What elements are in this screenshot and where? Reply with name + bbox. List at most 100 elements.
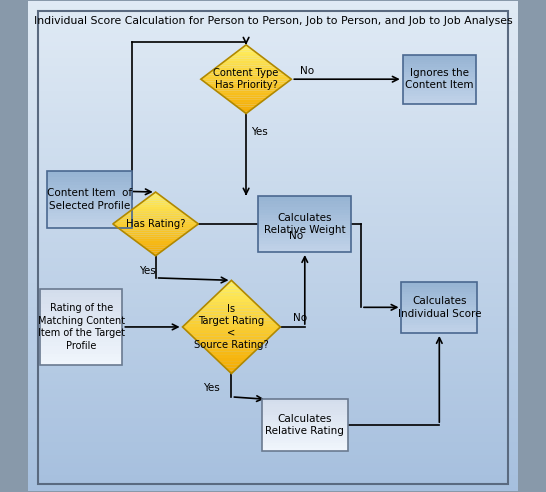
Polygon shape xyxy=(225,283,238,286)
Bar xyxy=(401,297,477,300)
Bar xyxy=(258,249,351,252)
Bar xyxy=(258,218,351,221)
Bar xyxy=(262,402,348,404)
Bar xyxy=(40,323,122,327)
Polygon shape xyxy=(243,111,249,114)
Bar xyxy=(28,455,518,459)
Bar xyxy=(401,331,477,333)
Bar xyxy=(28,144,518,148)
Bar xyxy=(28,136,518,140)
Bar xyxy=(40,319,122,323)
Text: Is
Target Rating
<
Source Rating?: Is Target Rating < Source Rating? xyxy=(194,304,269,350)
Bar xyxy=(28,115,518,119)
Bar xyxy=(28,181,518,184)
Bar xyxy=(28,262,518,267)
Polygon shape xyxy=(210,86,282,89)
Bar xyxy=(402,57,476,60)
Bar xyxy=(28,221,518,225)
Bar xyxy=(28,483,518,487)
Bar xyxy=(28,33,518,37)
Bar xyxy=(28,422,518,426)
Bar xyxy=(28,315,518,320)
Polygon shape xyxy=(144,198,167,201)
Bar xyxy=(28,78,518,83)
Polygon shape xyxy=(207,84,286,86)
Bar xyxy=(401,294,477,297)
Bar xyxy=(28,13,518,17)
Polygon shape xyxy=(237,107,255,109)
Polygon shape xyxy=(124,232,187,235)
Bar xyxy=(28,242,518,246)
Bar xyxy=(28,21,518,25)
Bar xyxy=(28,459,518,462)
Polygon shape xyxy=(202,345,261,349)
Polygon shape xyxy=(182,324,280,327)
Bar xyxy=(40,289,122,365)
Bar xyxy=(258,199,351,201)
Bar xyxy=(258,232,351,235)
Polygon shape xyxy=(228,280,235,283)
Bar xyxy=(28,193,518,197)
Polygon shape xyxy=(150,194,161,196)
Bar xyxy=(28,50,518,54)
Bar xyxy=(28,369,518,373)
Bar xyxy=(28,205,518,209)
Bar xyxy=(262,448,348,451)
Bar xyxy=(47,205,132,208)
Bar xyxy=(401,292,477,294)
Bar xyxy=(28,479,518,483)
Polygon shape xyxy=(218,290,245,293)
Bar xyxy=(28,91,518,95)
Bar xyxy=(258,210,351,213)
Polygon shape xyxy=(118,228,193,230)
Bar xyxy=(47,180,132,183)
Bar xyxy=(28,291,518,295)
Polygon shape xyxy=(213,68,279,70)
Polygon shape xyxy=(222,364,241,368)
Polygon shape xyxy=(216,91,276,93)
Bar xyxy=(28,37,518,42)
Polygon shape xyxy=(199,342,264,345)
Bar xyxy=(258,241,351,244)
Bar xyxy=(28,328,518,332)
Bar xyxy=(28,42,518,46)
Bar xyxy=(262,435,348,438)
Bar xyxy=(28,148,518,152)
Bar xyxy=(28,467,518,471)
Polygon shape xyxy=(228,370,235,373)
Bar xyxy=(258,221,351,224)
Bar xyxy=(28,66,518,70)
Bar xyxy=(28,385,518,389)
Bar xyxy=(28,25,518,30)
Bar xyxy=(47,171,132,228)
Bar xyxy=(28,123,518,127)
Bar xyxy=(40,297,122,300)
Polygon shape xyxy=(225,368,238,370)
Polygon shape xyxy=(133,207,179,209)
Bar xyxy=(40,308,122,312)
Bar xyxy=(40,289,122,293)
Bar xyxy=(28,201,518,205)
Bar xyxy=(47,194,132,197)
Text: Rating of the
Matching Content
Item of the Target
Profile: Rating of the Matching Content Item of t… xyxy=(38,304,125,351)
Bar xyxy=(28,311,518,315)
Polygon shape xyxy=(225,97,267,100)
Bar xyxy=(28,46,518,50)
Bar xyxy=(402,55,476,104)
Polygon shape xyxy=(147,196,164,198)
Bar xyxy=(47,219,132,222)
Bar xyxy=(402,79,476,82)
Bar xyxy=(28,62,518,66)
Bar xyxy=(262,410,348,412)
Bar xyxy=(262,412,348,415)
Bar xyxy=(47,222,132,225)
Bar xyxy=(40,342,122,346)
Bar xyxy=(47,208,132,211)
Bar xyxy=(40,357,122,361)
Polygon shape xyxy=(141,245,170,247)
Polygon shape xyxy=(189,333,274,336)
Bar xyxy=(28,95,518,99)
Bar xyxy=(28,234,518,238)
Polygon shape xyxy=(228,100,264,102)
Polygon shape xyxy=(139,243,173,245)
